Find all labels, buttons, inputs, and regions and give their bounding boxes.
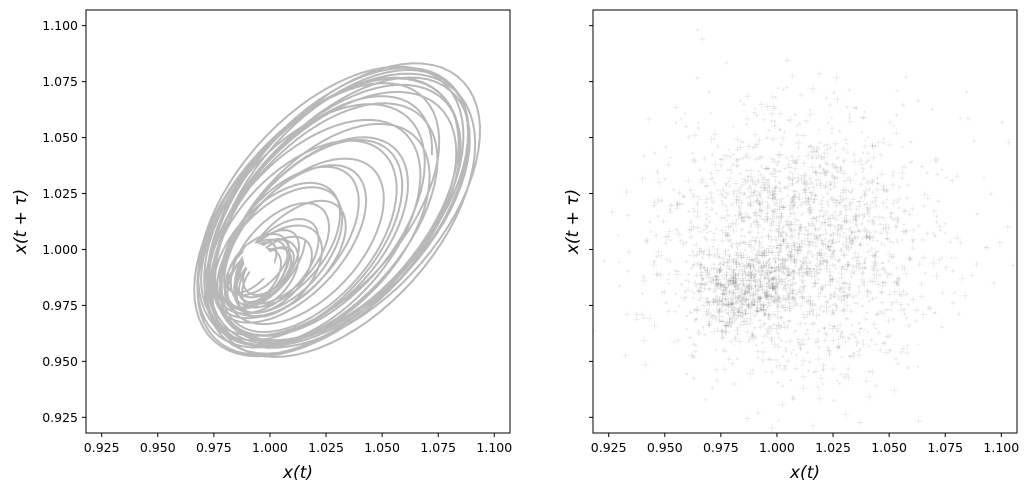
y-tick-label: 1.100 xyxy=(42,18,78,33)
right-plot-area xyxy=(593,28,1017,433)
left-ticks: 0.925 0.950 0.975 1.000 1.025 1.050 1.075 1.100… xyxy=(42,18,512,455)
density-cloud xyxy=(593,28,1017,433)
x-tick-label: 0.975 xyxy=(196,440,232,455)
x-tick-label: 0.925 xyxy=(84,440,120,455)
x-tick-label: 1.075 xyxy=(420,440,456,455)
left-panel: 0.925 0.950 0.975 1.000 1.025 1.050 1.075 1.100… xyxy=(11,9,512,483)
x-tick-label: 0.950 xyxy=(140,440,176,455)
left-y-axis-label: x(t + τ) xyxy=(11,189,31,255)
y-tick-label: 1.075 xyxy=(42,74,78,89)
x-tick-label: 1.025 xyxy=(308,440,344,455)
x-tick-label: 1.050 xyxy=(364,440,400,455)
y-tick-label: 1.025 xyxy=(42,186,78,201)
y-tick-label: 1.050 xyxy=(42,130,78,145)
left-plot-area xyxy=(193,62,482,359)
left-x-axis-label: x(t) xyxy=(282,463,313,483)
y-tick-label: 0.925 xyxy=(42,410,78,425)
left-axes-frame xyxy=(85,9,511,434)
x-tick-label: 1.100 xyxy=(476,440,512,455)
x-tick-label: 1.000 xyxy=(252,440,288,455)
y-tick-label: 0.950 xyxy=(42,354,78,369)
attractor-trajectory-line xyxy=(193,62,482,359)
y-tick-label: 0.975 xyxy=(42,298,78,313)
right-panel: 0.925 0.950 0.975 1.000 1.025 1.050 1.075 1.100… xyxy=(563,9,1019,483)
attractor-hole xyxy=(242,243,275,279)
y-tick-label: 1.000 xyxy=(42,242,78,257)
